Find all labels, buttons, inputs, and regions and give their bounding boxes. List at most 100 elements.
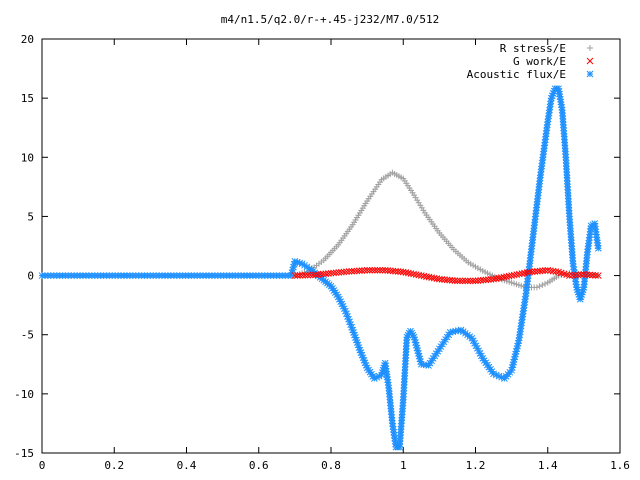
legend-marker	[586, 70, 594, 78]
data-point	[464, 277, 472, 285]
data-point	[563, 270, 570, 277]
data-point	[495, 274, 503, 282]
data-point	[492, 275, 500, 282]
data-point	[304, 271, 312, 279]
y-tick-label: -10	[14, 388, 34, 401]
series-g-work-e	[291, 266, 602, 285]
data-point	[430, 274, 438, 282]
data-point	[410, 270, 417, 278]
x-tick-label: 1.4	[538, 459, 558, 472]
series-acoustic-flux-e	[38, 85, 602, 451]
data-point	[518, 270, 526, 277]
data-point	[454, 277, 461, 285]
x-tick-label: 0.8	[321, 459, 341, 472]
data-point	[294, 272, 301, 279]
data-point	[459, 277, 466, 285]
data-point	[568, 271, 576, 279]
data-point	[533, 284, 540, 291]
data-point	[368, 266, 376, 274]
data-point	[497, 274, 505, 281]
data-point	[589, 271, 596, 279]
data-point	[461, 277, 469, 285]
x-tick-label: 1.2	[466, 459, 486, 472]
data-point	[583, 271, 591, 278]
legend-marker	[586, 57, 594, 65]
data-point	[296, 272, 304, 279]
x-tick-label: 1	[400, 459, 407, 472]
data-point	[405, 269, 412, 277]
legend-label: Acoustic flux/E	[467, 68, 566, 81]
data-point	[415, 271, 423, 279]
data-point	[291, 272, 299, 279]
legend-label: R stress/E	[500, 42, 566, 55]
data-point	[510, 271, 518, 279]
data-point	[566, 272, 573, 279]
y-tick-label: 0	[27, 270, 34, 283]
x-tick-label: 0	[39, 459, 46, 472]
data-point	[580, 271, 588, 278]
data-point	[571, 271, 579, 279]
data-point	[586, 271, 594, 279]
data-point	[469, 277, 477, 285]
data-point	[428, 274, 435, 281]
y-tick-label: 10	[21, 151, 34, 164]
y-tick-label: -5	[21, 329, 34, 342]
data-point	[376, 266, 384, 274]
data-point	[500, 273, 508, 281]
data-point	[374, 266, 381, 274]
data-point	[539, 282, 546, 289]
y-tick-label: 20	[21, 33, 34, 46]
data-point	[547, 267, 554, 275]
data-point	[594, 272, 602, 279]
data-point	[343, 268, 350, 276]
data-point	[521, 269, 528, 277]
data-point	[353, 267, 361, 275]
data-point	[420, 272, 428, 280]
data-point	[549, 267, 557, 275]
data-point	[503, 273, 510, 280]
data-point	[379, 266, 386, 274]
data-point	[361, 267, 368, 274]
data-point	[402, 269, 410, 276]
data-point	[513, 271, 521, 278]
data-point	[574, 271, 582, 279]
data-point	[407, 270, 415, 277]
data-point	[366, 266, 374, 274]
x-tick-label: 0.4	[177, 459, 197, 472]
data-point	[577, 271, 585, 278]
data-point	[307, 271, 314, 279]
legend-label: G work/E	[513, 55, 566, 68]
data-point	[363, 266, 371, 274]
data-point	[552, 268, 560, 275]
data-point	[536, 283, 543, 290]
chart-title: m4/n1.5/q2.0/r-+.45-j232/M7.0/512	[221, 13, 440, 26]
data-point	[451, 277, 459, 284]
data-point	[594, 245, 602, 252]
data-point	[425, 273, 433, 281]
data-point	[350, 267, 358, 275]
legend-marker	[587, 45, 593, 51]
data-point	[358, 267, 366, 274]
y-tick-label: 15	[21, 92, 34, 105]
data-point	[417, 272, 425, 279]
data-point	[456, 277, 464, 285]
data-point	[466, 277, 474, 285]
y-tick-label: 5	[27, 210, 34, 223]
data-point	[348, 267, 355, 275]
data-point	[301, 271, 309, 279]
data-point	[490, 275, 497, 283]
data-point	[516, 270, 523, 278]
x-tick-label: 0.2	[104, 459, 124, 472]
data-point	[412, 271, 420, 278]
data-point	[345, 268, 353, 275]
data-point	[399, 268, 407, 276]
x-tick-label: 1.6	[610, 459, 630, 472]
data-point	[541, 267, 549, 274]
y-tick-label: -15	[14, 447, 34, 460]
data-point	[542, 280, 549, 287]
data-point	[299, 271, 306, 279]
data-point	[356, 267, 363, 275]
x-tick-label: 0.6	[249, 459, 269, 472]
data-point	[371, 266, 379, 274]
